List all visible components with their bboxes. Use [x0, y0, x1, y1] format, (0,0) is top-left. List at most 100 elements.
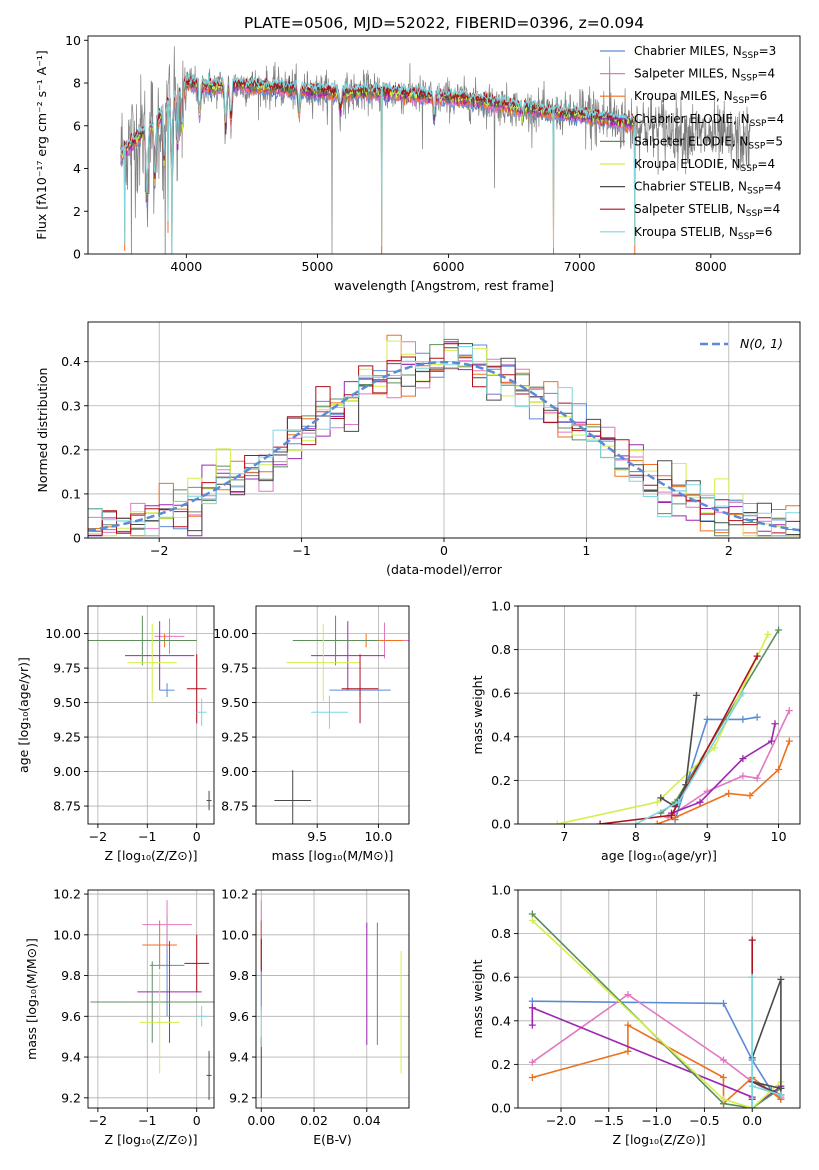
- legend-label: Kroupa ELODIE, NSSP=4: [634, 157, 775, 174]
- x-tick-label: −1.5: [594, 1113, 624, 1128]
- x-tick-label: 8000: [695, 259, 727, 274]
- weight-marker-ch_miles: [703, 715, 711, 723]
- weight-line-kr_elodie: [557, 633, 769, 824]
- x-tick-label: −2: [89, 829, 107, 844]
- grid: [88, 890, 214, 1108]
- weight-marker-kr_elodie: [528, 917, 536, 925]
- weight-marker-ch_miles: [720, 999, 728, 1007]
- y-tick-label: 9.6: [229, 1009, 249, 1024]
- x-tick-label: −2: [89, 1113, 107, 1128]
- y-tick-label: 0.0: [491, 817, 511, 832]
- y-tick-label: 9.6: [61, 1009, 81, 1024]
- y-axis-label: age [log₁₀(age/yr)]: [16, 657, 31, 773]
- x-tick-label: 9.5: [307, 829, 327, 844]
- weight-marker-sa_miles: [785, 707, 793, 715]
- axes: 4000 5000 6000 7000 8000 0 2 4 6 8 10 wavelength [A…: [34, 33, 801, 293]
- axes: −2.0 −1.5 −1.0 −0.5 0.0 0.0 0.2 0.4 0.6 0.8 1.0 Z […: [470, 883, 801, 1147]
- y-tick-label: 10.00: [213, 626, 249, 641]
- mass-vs-metallicity-panel: −2 −1 0 9.2 9.4 9.6 9.8 10.0 10.2 Z [log₁₀(Z/Z⊙)]…: [24, 887, 215, 1147]
- y-tick-label: 10.2: [221, 887, 249, 902]
- y-tick-label: 9.2: [61, 1090, 81, 1105]
- weight-line-ch_stelib: [751, 979, 782, 1097]
- axes: 9.5 10.0 8.75 9.00 9.25 9.50 9.75 10.00 mass [lo…: [213, 605, 410, 863]
- legend-label: Kroupa STELIB, NSSP=6: [634, 225, 772, 242]
- y-tick-label: 0.2: [491, 773, 511, 788]
- weight-marker-ch_stelib: [657, 794, 665, 802]
- plot-area: [274, 615, 409, 824]
- y-tick-label: 9.00: [53, 764, 81, 779]
- weight-marker-kr_miles: [720, 1073, 728, 1081]
- weight-marker-kr_miles: [785, 737, 793, 745]
- y-tick-label: 9.8: [229, 968, 249, 983]
- y-tick-label: 0: [73, 247, 81, 262]
- axes: −2 −1 0 8.75 9.00 9.25 9.50 9.75 10.00 Z [log₁₀(Z…: [16, 605, 215, 863]
- histogram-sa_elodie: [88, 338, 800, 537]
- weight-marker-ch_stelib: [777, 1084, 785, 1092]
- y-tick-label: 0.4: [491, 729, 511, 744]
- weight-marker-sa_miles: [753, 774, 761, 782]
- weight-marker-sa_stelib: [667, 811, 675, 819]
- x-tick-label: 0: [193, 1113, 201, 1128]
- y-axis-label: Normed distribution: [35, 368, 50, 493]
- histogram-sa_stelib: [88, 343, 800, 536]
- x-axis-label: Z [log₁₀(Z/Z⊙)]: [105, 848, 198, 863]
- weight-marker-kr_stelib: [632, 820, 640, 824]
- weight-line-ch_stelib: [660, 695, 698, 808]
- weight-marker-ch_stelib: [692, 691, 700, 699]
- weight-marker-kr_miles: [653, 820, 661, 824]
- x-axis-label: E(B-V): [313, 1132, 352, 1147]
- weight-marker-kr_stelib: [675, 798, 683, 806]
- weight-line-sa_miles: [667, 710, 791, 819]
- weight-marker-sa_elodie: [775, 626, 783, 634]
- y-tick-label: 1.0: [491, 599, 511, 614]
- x-tick-label: 5000: [302, 259, 334, 274]
- x-tick-label: −1: [138, 1113, 156, 1128]
- y-tick-label: 2: [73, 204, 81, 219]
- y-tick-label: 0.8: [491, 642, 511, 657]
- gaussian-curve: [88, 360, 800, 532]
- weight-marker-kr_miles: [746, 792, 754, 800]
- y-tick-label: 4: [73, 161, 81, 176]
- x-axis-label: mass [log₁₀(M/M⊙)]: [272, 848, 394, 863]
- weight-marker-kr_stelib: [777, 1091, 785, 1099]
- mass-vs-extinction-panel: 0.00 0.02 0.04 9.2 9.4 9.6 9.8 10.0 10.2 E(B-V): [221, 887, 410, 1147]
- weight-marker-sa_stelib: [753, 652, 761, 660]
- plot-area: [88, 615, 212, 811]
- plot-area: [120, 46, 751, 254]
- weight-marker-ch_miles: [753, 713, 761, 721]
- y-axis-label: mass weight: [470, 675, 485, 754]
- x-tick-label: 6000: [433, 259, 465, 274]
- y-tick-label: 10.2: [53, 887, 81, 902]
- weight-marker-kr_elodie: [710, 744, 718, 752]
- y-tick-label: 6: [73, 118, 81, 133]
- x-tick-label: 8: [632, 829, 640, 844]
- plot-area: [90, 900, 214, 1100]
- y-tick-label: 9.75: [53, 661, 81, 676]
- y-tick-label: 9.4: [61, 1050, 81, 1065]
- x-tick-label: −1: [292, 543, 310, 558]
- weight-marker-kr_elodie: [653, 798, 661, 806]
- x-axis-label: Z [log₁₀(Z/Z⊙)]: [613, 1132, 706, 1147]
- x-tick-label: 10: [771, 829, 787, 844]
- weight-marker-sa_miles: [624, 991, 632, 999]
- y-axis-label: mass [log₁₀(M/M⊙)]: [24, 938, 39, 1060]
- weight-marker-kr_stelib: [748, 1082, 756, 1090]
- weight-marker-kr_elodie: [720, 1095, 728, 1103]
- weight-marker-ch_miles: [739, 715, 747, 723]
- y-tick-label: 0.3: [61, 398, 81, 413]
- x-tick-label: 0: [440, 543, 448, 558]
- y-tick-label: 9.2: [229, 1090, 249, 1105]
- y-tick-label: 10: [65, 33, 81, 48]
- model-spectrum-kr_stelib: [120, 73, 637, 254]
- y-tick-label: 0.6: [491, 970, 511, 985]
- axes-frame: [517, 605, 801, 825]
- weight-marker-kr_stelib: [739, 689, 747, 697]
- legend-label: Chabrier ELODIE, NSSP=4: [634, 112, 784, 129]
- y-tick-label: 0.0: [491, 1101, 511, 1116]
- y-tick-label: 9.75: [221, 661, 249, 676]
- residuals-panel: −2 −1 0 1 2 0 0.1 0.2 0.3 0.4 (data-model)/error No…: [35, 321, 801, 577]
- x-tick-label: 1: [582, 543, 590, 558]
- weight-marker-kr_miles: [671, 813, 679, 821]
- weight-marker-kr_miles: [528, 1073, 536, 1081]
- gaussian-legend-label: N(0, 1): [740, 336, 783, 351]
